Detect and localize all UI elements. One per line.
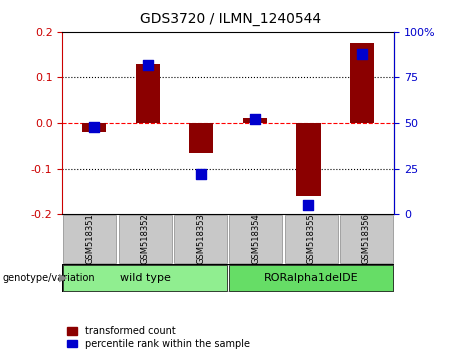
Point: [198, 171, 205, 177]
Text: GDS3720 / ILMN_1240544: GDS3720 / ILMN_1240544: [140, 12, 321, 27]
Bar: [243, 119, 267, 123]
Bar: [229, 215, 283, 263]
Text: genotype/variation: genotype/variation: [2, 273, 95, 283]
Legend: transformed count, percentile rank within the sample: transformed count, percentile rank withi…: [67, 326, 249, 349]
Text: GSM518354: GSM518354: [251, 213, 260, 264]
Text: GSM518356: GSM518356: [362, 213, 371, 264]
Bar: [350, 43, 374, 123]
Text: wild type: wild type: [120, 273, 171, 283]
Bar: [189, 123, 213, 153]
Text: ▶: ▶: [59, 273, 67, 283]
Bar: [63, 215, 117, 263]
Bar: [229, 265, 393, 291]
Bar: [118, 215, 172, 263]
Point: [251, 116, 259, 122]
Point: [91, 124, 98, 130]
Text: GSM518353: GSM518353: [196, 213, 205, 264]
Point: [305, 202, 312, 208]
Bar: [340, 215, 393, 263]
Text: GSM518351: GSM518351: [85, 213, 95, 264]
Bar: [136, 64, 160, 123]
Bar: [296, 123, 320, 196]
Point: [144, 62, 152, 68]
Point: [358, 51, 366, 57]
Text: RORalpha1delDE: RORalpha1delDE: [264, 273, 359, 283]
Bar: [63, 265, 227, 291]
Bar: [83, 123, 106, 132]
Text: GSM518355: GSM518355: [307, 213, 316, 264]
Bar: [284, 215, 338, 263]
Text: GSM518352: GSM518352: [141, 213, 150, 264]
Bar: [174, 215, 227, 263]
